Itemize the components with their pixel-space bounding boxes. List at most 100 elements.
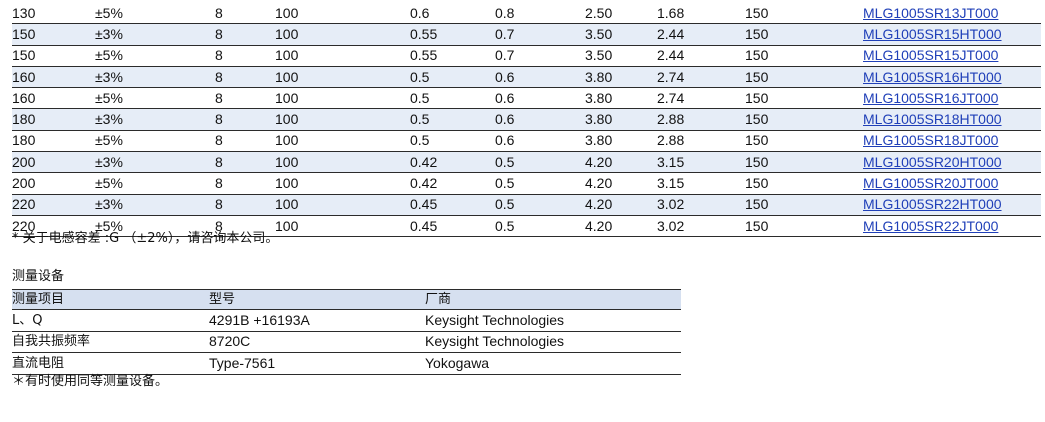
rated-current-cell: 150 xyxy=(745,194,863,216)
srf-typ-cell: 0.6 xyxy=(495,66,585,89)
part-number-link[interactable]: MLG1005SR15HT000 xyxy=(863,25,1002,42)
srf-typ-cell: 0.5 xyxy=(495,215,585,238)
tolerance-cell: ±3% xyxy=(95,194,215,216)
srf-cell: 0.5 xyxy=(410,108,495,131)
equipment-section-title: 测量设备 xyxy=(12,269,65,284)
part-number-link: MLG1005SR22HT000 xyxy=(863,194,1041,216)
equipment-header-model: 型号 xyxy=(209,289,425,310)
srf-cell: 0.55 xyxy=(410,45,495,67)
test-frequency-cell: 100 xyxy=(275,151,410,174)
inductance-cell: 220 xyxy=(12,215,95,238)
part-number-link: MLG1005SR20JT000 xyxy=(863,172,1041,195)
dc-resistance-cell: 3.80 xyxy=(585,66,657,89)
dc-resistance-typ-cell: 3.15 xyxy=(657,151,745,174)
q-min-cell: 8 xyxy=(215,66,275,89)
equipment-cell-model: 8720C xyxy=(209,331,425,353)
srf-cell: 0.5 xyxy=(410,87,495,110)
test-frequency-cell: 100 xyxy=(275,130,410,153)
inductance-cell: 150 xyxy=(12,23,95,46)
inductance-cell: 220 xyxy=(12,194,95,216)
dc-resistance-cell: 3.50 xyxy=(585,45,657,67)
part-number-link: MLG1005SR16JT000 xyxy=(863,87,1041,110)
dc-resistance-cell: 3.80 xyxy=(585,87,657,110)
part-number-link[interactable]: MLG1005SR13JT000 xyxy=(863,4,999,21)
dc-resistance-typ-cell: 3.15 xyxy=(657,172,745,195)
q-min-cell: 8 xyxy=(215,45,275,67)
tolerance-cell: ±5% xyxy=(95,172,215,195)
tolerance-cell: ±5% xyxy=(95,130,215,153)
srf-cell: 0.5 xyxy=(410,130,495,153)
part-number-link[interactable]: MLG1005SR20JT000 xyxy=(863,175,999,192)
q-min-cell: 8 xyxy=(215,108,275,131)
part-number-link[interactable]: MLG1005SR20HT000 xyxy=(863,153,1002,170)
srf-typ-cell: 0.5 xyxy=(495,172,585,195)
part-number-link[interactable]: MLG1005SR22HT000 xyxy=(863,196,1002,213)
equipment-cell-maker: Keysight Technologies xyxy=(425,331,681,353)
equipment-cell-model: 4291B +16193A xyxy=(209,309,425,332)
q-min-cell: 8 xyxy=(215,87,275,110)
rated-current-cell: 150 xyxy=(745,151,863,174)
srf-typ-cell: 0.6 xyxy=(495,108,585,131)
dc-resistance-cell: 4.20 xyxy=(585,172,657,195)
srf-typ-cell: 0.7 xyxy=(495,45,585,67)
rated-current-cell: 150 xyxy=(745,66,863,89)
srf-cell: 0.45 xyxy=(410,215,495,238)
part-number-link: MLG1005SR18JT000 xyxy=(863,130,1041,153)
rated-current-cell: 150 xyxy=(745,3,863,25)
tolerance-cell: ±5% xyxy=(95,3,215,25)
inductance-cell: 160 xyxy=(12,66,95,89)
inductor-row: 220 ±3% 8 100 0.45 0.5 4.20 3.02 150 MLG1005SR22H… xyxy=(12,194,1041,216)
q-min-cell: 8 xyxy=(215,215,275,238)
q-min-cell: 8 xyxy=(215,3,275,25)
part-number-link[interactable]: MLG1005SR15JT000 xyxy=(863,47,999,64)
test-frequency-cell: 100 xyxy=(275,3,410,25)
q-min-cell: 8 xyxy=(215,23,275,46)
srf-typ-cell: 0.6 xyxy=(495,130,585,153)
inductor-row: 220 ±5% 8 100 0.45 0.5 4.20 3.02 150 MLG1005SR22J… xyxy=(12,215,1041,238)
tolerance-cell: ±3% xyxy=(95,151,215,174)
test-frequency-cell: 100 xyxy=(275,87,410,110)
equipment-header-maker: 厂商 xyxy=(425,289,681,310)
tolerance-cell: ±5% xyxy=(95,45,215,67)
part-number-link[interactable]: MLG1005SR16JT000 xyxy=(863,89,999,106)
tolerance-cell: ±3% xyxy=(95,23,215,46)
inductance-cell: 200 xyxy=(12,172,95,195)
srf-cell: 0.42 xyxy=(410,172,495,195)
part-number-link[interactable]: MLG1005SR18JT000 xyxy=(863,132,999,149)
part-number-link[interactable]: MLG1005SR22JT000 xyxy=(863,217,999,234)
equipment-row: L、Q 4291B +16193A Keysight Technologies xyxy=(12,309,681,332)
rated-current-cell: 150 xyxy=(745,87,863,110)
test-frequency-cell: 100 xyxy=(275,23,410,46)
dc-resistance-cell: 3.50 xyxy=(585,23,657,46)
equipment-cell-maker: Yokogawa xyxy=(425,352,681,375)
dc-resistance-typ-cell: 1.68 xyxy=(657,3,745,25)
srf-typ-cell: 0.5 xyxy=(495,194,585,216)
inductor-row: 130 ±5% 8 100 0.6 0.8 2.50 1.68 150 MLG1005SR13JT… xyxy=(12,3,1041,25)
inductor-spec-table: 130 ±5% 8 100 0.6 0.8 2.50 1.68 150 MLG1005SR13JT… xyxy=(12,3,1041,238)
test-frequency-cell: 100 xyxy=(275,66,410,89)
inductor-row: 160 ±3% 8 100 0.5 0.6 3.80 2.74 150 MLG1005SR16HT… xyxy=(12,66,1041,89)
equipment-cell-maker: Keysight Technologies xyxy=(425,309,681,332)
part-number-link[interactable]: MLG1005SR18HT000 xyxy=(863,111,1002,128)
dc-resistance-cell: 3.80 xyxy=(585,130,657,153)
q-min-cell: 8 xyxy=(215,194,275,216)
equipment-row: 直流电阻 Type-7561 Yokogawa xyxy=(12,352,681,375)
inductor-row: 200 ±3% 8 100 0.42 0.5 4.20 3.15 150 MLG1005SR20H… xyxy=(12,151,1041,174)
part-number-link: MLG1005SR22JT000 xyxy=(863,215,1041,238)
inductance-cell: 160 xyxy=(12,87,95,110)
equipment-row: 自我共振频率 8720C Keysight Technologies xyxy=(12,331,681,353)
test-frequency-cell: 100 xyxy=(275,215,410,238)
dc-resistance-typ-cell: 2.74 xyxy=(657,66,745,89)
part-number-link: MLG1005SR15JT000 xyxy=(863,45,1041,67)
equipment-cell-item: 直流电阻 xyxy=(12,352,209,375)
inductance-cell: 180 xyxy=(12,108,95,131)
rated-current-cell: 150 xyxy=(745,45,863,67)
dc-resistance-cell: 3.80 xyxy=(585,108,657,131)
srf-cell: 0.45 xyxy=(410,194,495,216)
part-number-link[interactable]: MLG1005SR16HT000 xyxy=(863,68,1002,85)
dc-resistance-typ-cell: 3.02 xyxy=(657,215,745,238)
inductor-row: 150 ±5% 8 100 0.55 0.7 3.50 2.44 150 MLG1005SR15J… xyxy=(12,45,1041,67)
equipment-cell-item: L、Q xyxy=(12,309,209,332)
rated-current-cell: 150 xyxy=(745,23,863,46)
dc-resistance-typ-cell: 2.88 xyxy=(657,108,745,131)
